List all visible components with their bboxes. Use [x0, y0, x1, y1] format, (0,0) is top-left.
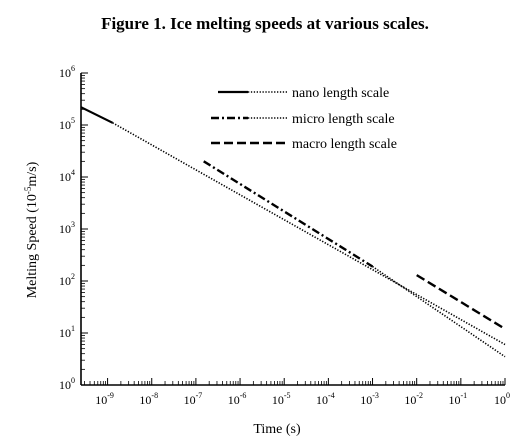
legend-item-nano: nano length scale — [218, 86, 389, 101]
x-tick-label-3: 10-6 — [228, 391, 247, 407]
x-tick-label-base-4: 10 — [272, 393, 284, 407]
x-tick-label-exp-6: -3 — [372, 391, 379, 400]
series-macro-segment-0 — [416, 274, 506, 330]
x-tick-label-exp-2: -7 — [196, 391, 203, 400]
y-tick-label-base-2: 10 — [59, 274, 71, 288]
x-tick-label-exp-8: -1 — [461, 391, 468, 400]
y-tick-label-exp-5: 5 — [71, 116, 75, 125]
x-tick-label-4: 10-5 — [272, 391, 291, 407]
y-tick-label-exp-1: 1 — [71, 324, 75, 333]
x-tick-label-base-7: 10 — [404, 393, 416, 407]
chart-title: Figure 1. Ice melting speeds at various … — [101, 14, 429, 33]
series-micro-segment-1 — [372, 265, 506, 358]
x-axis-label: Time (s) — [253, 422, 301, 437]
y-tick-label-exp-4: 4 — [71, 168, 75, 177]
tick-labels: 10-9 10-8 10-7 10-6 10-5 10-4 10-3 10-2 10-1 1001… — [59, 64, 510, 407]
x-tick-label-7: 10-2 — [404, 391, 423, 407]
x-tick-label-exp-7: -2 — [416, 391, 423, 400]
x-tick-label-2: 10-7 — [184, 391, 203, 407]
legend: nano length scale micro length scale macro… — [211, 86, 397, 152]
y-tick-label-base-1: 10 — [59, 326, 71, 340]
x-tick-label-base-0: 10 — [95, 393, 107, 407]
legend-label-nano: nano length scale — [292, 86, 389, 101]
y-axis-label: Melting Speed (10-5m/s) — [23, 161, 40, 298]
y-tick-label-0: 100 — [59, 376, 75, 392]
y-tick-label-base-0: 10 — [59, 378, 71, 392]
x-tick-label-exp-9: 0 — [506, 391, 510, 400]
x-tick-label-exp-5: -4 — [328, 391, 335, 400]
y-tick-label-base-4: 10 — [59, 170, 71, 184]
series-micro-segment-0 — [203, 160, 374, 268]
x-tick-label-0: 10-9 — [95, 391, 114, 407]
x-tick-label-base-3: 10 — [228, 393, 240, 407]
x-tick-label-exp-1: -8 — [151, 391, 158, 400]
y-tick-label-base-5: 10 — [59, 118, 71, 132]
x-tick-label-base-1: 10 — [139, 393, 151, 407]
y-tick-label-5: 105 — [59, 116, 75, 132]
x-tick-label-6: 10-3 — [360, 391, 379, 407]
x-tick-label-9: 100 — [494, 391, 510, 407]
x-tick-label-base-2: 10 — [184, 393, 196, 407]
x-tick-label-exp-4: -5 — [284, 391, 291, 400]
x-tick-label-base-6: 10 — [360, 393, 372, 407]
series-macro — [416, 274, 506, 330]
legend-item-micro: micro length scale — [211, 112, 395, 127]
series-nano — [80, 106, 506, 346]
y-axis-label-exponent: -5 — [23, 186, 33, 194]
axis-ticks — [81, 72, 506, 386]
series-lines — [80, 106, 506, 358]
x-tick-label-base-9: 10 — [494, 393, 506, 407]
y-axis-label-unit: m/s) — [25, 161, 40, 186]
legend-item-macro: macro length scale — [211, 137, 397, 152]
y-tick-label-exp-0: 0 — [71, 376, 75, 385]
x-tick-label-5: 10-4 — [316, 391, 335, 407]
y-axis-label-main: Melting Speed (10 — [25, 194, 40, 298]
series-nano-segment-0 — [80, 106, 114, 124]
y-tick-label-4: 104 — [59, 168, 75, 184]
y-tick-label-6: 106 — [59, 64, 75, 80]
y-tick-label-1: 101 — [59, 324, 75, 340]
x-tick-label-base-5: 10 — [316, 393, 328, 407]
x-tick-label-base-8: 10 — [449, 393, 461, 407]
y-tick-label-3: 103 — [59, 220, 75, 236]
x-tick-label-exp-3: -6 — [240, 391, 247, 400]
x-tick-label-exp-0: -9 — [107, 391, 114, 400]
y-tick-label-exp-6: 6 — [71, 64, 75, 73]
y-tick-label-exp-2: 2 — [71, 272, 75, 281]
x-tick-label-8: 10-1 — [449, 391, 468, 407]
y-tick-label-2: 102 — [59, 272, 75, 288]
y-tick-label-base-3: 10 — [59, 222, 71, 236]
legend-label-macro: macro length scale — [292, 137, 397, 152]
y-tick-label-base-6: 10 — [59, 66, 71, 80]
series-nano-segment-1 — [112, 122, 506, 346]
series-micro — [203, 160, 506, 358]
x-tick-label-1: 10-8 — [139, 391, 158, 407]
legend-label-micro: micro length scale — [292, 112, 395, 127]
y-tick-label-exp-3: 3 — [71, 220, 75, 229]
